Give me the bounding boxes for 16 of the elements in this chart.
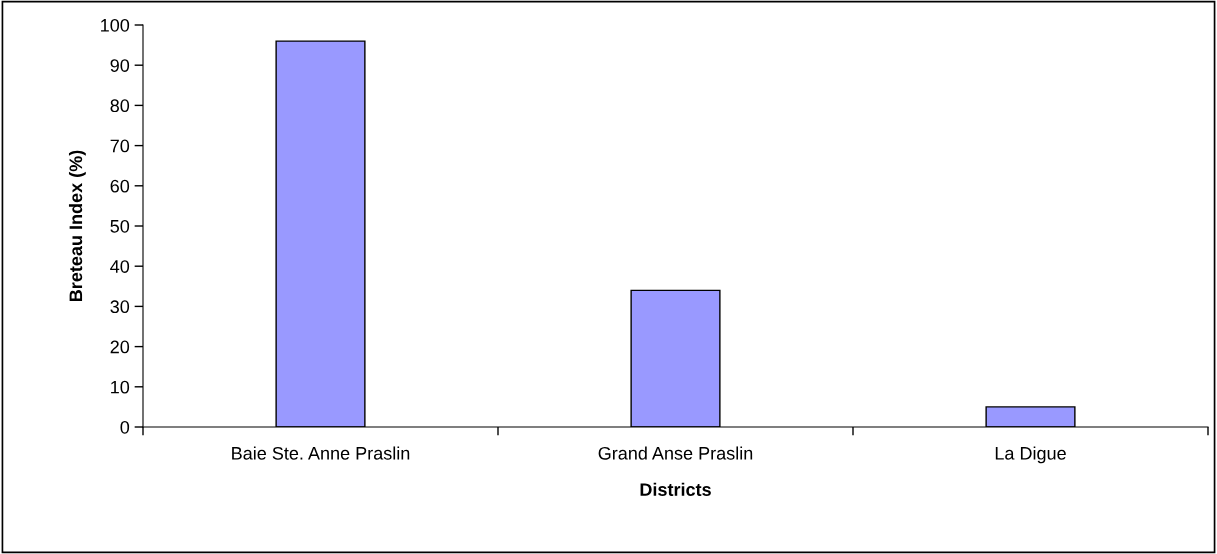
y-tick-label: 80 bbox=[110, 99, 130, 113]
y-tick-label: 70 bbox=[110, 139, 130, 153]
y-tick-label: 10 bbox=[111, 380, 130, 394]
y-tick-label: 90 bbox=[110, 59, 130, 72]
x-tick-label: La Digue bbox=[995, 446, 1066, 464]
x-axis-title: Districts bbox=[640, 482, 711, 496]
y-tick-label: 0 bbox=[120, 420, 130, 434]
y-tick-label: 20 bbox=[110, 340, 130, 354]
y-tick-label: 60 bbox=[110, 179, 130, 193]
y-tick-label: 30 bbox=[110, 300, 130, 314]
x-tick-label: Baie Ste. Anne Praslin bbox=[232, 446, 410, 460]
y-axis-title: Breteau Index (%) bbox=[68, 150, 86, 302]
y-tick-label: 40 bbox=[110, 260, 130, 273]
y-tick-label: 50 bbox=[110, 219, 130, 233]
y-tick-label: 100 bbox=[101, 18, 130, 32]
x-tick-label: Grand Anse Praslin bbox=[598, 446, 753, 460]
